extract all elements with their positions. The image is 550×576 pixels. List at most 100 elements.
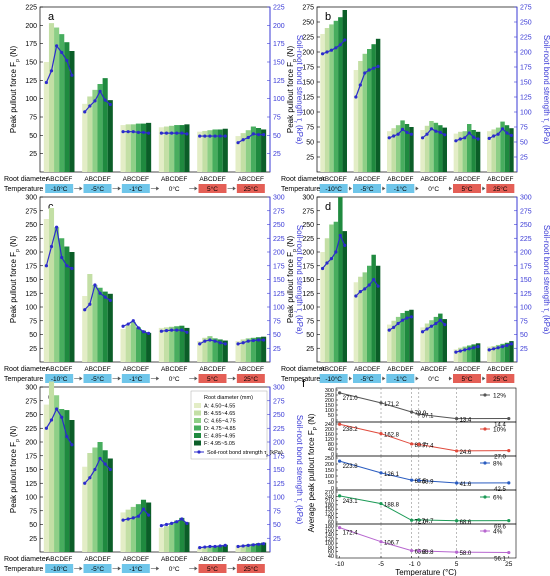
bond-strength-point <box>405 316 409 320</box>
bond-strength-point <box>55 407 59 411</box>
left-tick-label: 100 <box>302 110 314 117</box>
right-axis-title: Soil-root bond strength τr (kPa) <box>292 35 304 145</box>
bar <box>395 125 401 172</box>
left-tick-label: 150 <box>302 80 314 87</box>
right-tick-label: 200 <box>520 250 532 257</box>
right-tick-label: 100 <box>273 495 285 502</box>
value-label: 14.4 <box>494 423 506 429</box>
subpanel-frame <box>335 523 517 559</box>
bond-strength-point <box>396 321 400 326</box>
bar <box>135 504 141 552</box>
y-tick-label: 100 <box>325 541 334 547</box>
bar <box>320 34 325 172</box>
root-diameter-letters: ABCDEF <box>161 176 187 183</box>
bond-strength-point <box>93 283 97 287</box>
bond-strength-point <box>208 134 212 138</box>
bar <box>250 543 256 552</box>
right-tick-label: 75 <box>273 115 281 122</box>
bar <box>429 320 434 362</box>
bar <box>342 231 347 362</box>
series-point <box>379 432 383 436</box>
bar <box>462 346 467 362</box>
right-tick-label: 200 <box>273 250 285 257</box>
y-tick-label: 180 <box>325 503 334 509</box>
bond-strength-line <box>45 44 73 83</box>
temperature-box <box>45 374 74 383</box>
left-tick-label: 300 <box>302 195 314 202</box>
bond-strength-point <box>70 73 74 77</box>
panel-c: 25 50 75 100 125 150 175 200 225 250 275 300 25 50 75 1… <box>4 195 304 383</box>
bar <box>125 325 131 362</box>
left-tick-label: 50 <box>29 332 37 339</box>
bar <box>491 129 496 172</box>
right-tick-label: 125 <box>273 78 285 85</box>
temperature-label: -1°C <box>394 185 407 193</box>
temperature-box <box>83 184 112 193</box>
bar <box>375 38 381 172</box>
series-point <box>338 494 342 498</box>
bond-strength-point <box>438 318 442 322</box>
panel-letter: b <box>325 11 331 23</box>
y-tick-label: 80 <box>328 545 334 551</box>
legend-title: Root diameter (mm) <box>204 395 253 401</box>
legend-item: B: 4.55~4.65 <box>204 411 235 417</box>
right-axis-title: Soil-root bond strength τr (kPa) <box>539 225 550 335</box>
bond-strength-point <box>241 544 245 548</box>
bar <box>245 130 251 172</box>
bond-strength-line <box>45 407 73 446</box>
left-axis-title: Peak pullout force Fp (N) <box>9 426 21 514</box>
panel-letter: d <box>325 201 331 213</box>
temperature-label: 0°C <box>169 565 180 573</box>
bond-strength-point <box>420 330 425 334</box>
bond-strength-point <box>70 443 74 447</box>
series-point <box>455 481 459 485</box>
bar <box>395 316 401 362</box>
temperature-row-label: Temperature <box>4 186 43 193</box>
y-tick-label: 180 <box>325 524 334 530</box>
legend-swatch <box>194 433 201 438</box>
left-tick-label: 175 <box>25 41 37 48</box>
right-tick-label: 225 <box>273 426 285 433</box>
panel-b: 25 50 75 100 125 150 175 200 225 250 275 25 50 75 100 1… <box>281 5 550 193</box>
bar <box>240 339 246 362</box>
bar <box>509 341 514 362</box>
legend-item: F: 4.95~5.05 <box>204 441 235 447</box>
left-tick-label: 300 <box>25 195 37 202</box>
bond-strength-point <box>60 50 64 55</box>
bond-strength-point <box>236 342 240 346</box>
bar <box>97 84 103 172</box>
y-tick-label: 270 <box>325 490 334 496</box>
bond-strength-point <box>251 132 255 136</box>
left-tick-label: 125 <box>25 481 37 488</box>
temperature-arrow-head <box>382 186 386 191</box>
bond-strength-point <box>458 137 462 141</box>
bar <box>146 122 152 172</box>
bar <box>255 543 262 552</box>
right-tick-label: 100 <box>273 96 285 103</box>
bond-strength-point <box>358 83 362 87</box>
bond-strength-point <box>121 324 125 328</box>
root-diameter-label: Root diameter <box>281 176 326 183</box>
bond-strength-point <box>472 346 476 350</box>
left-tick-label: 175 <box>302 65 314 72</box>
bond-strength-point <box>438 130 442 134</box>
right-tick-label: 175 <box>273 41 285 48</box>
temperature-arrow-head <box>194 186 198 191</box>
series-point <box>410 442 414 446</box>
bond-strength-point <box>175 328 179 332</box>
temperature-arrow-head <box>156 376 160 381</box>
bond-strength-point <box>44 80 48 85</box>
bond-strength-point <box>496 132 500 136</box>
temperature-label: -10°C <box>51 185 68 193</box>
bar <box>500 121 505 172</box>
bar <box>48 23 55 173</box>
temperature-label: 25°C <box>244 375 259 383</box>
panel-e: 25 50 75 100 125 150 175 200 225 250 275 300 25 50 75 1… <box>4 381 304 573</box>
value-label: 41.6 <box>460 482 472 488</box>
left-tick-label: 50 <box>306 140 314 147</box>
temperature-arrow-head <box>482 186 486 191</box>
panel-letter: c <box>48 201 54 213</box>
bond-strength-point <box>320 52 325 56</box>
temperature-label: -1°C <box>394 375 407 383</box>
bar <box>125 509 131 552</box>
